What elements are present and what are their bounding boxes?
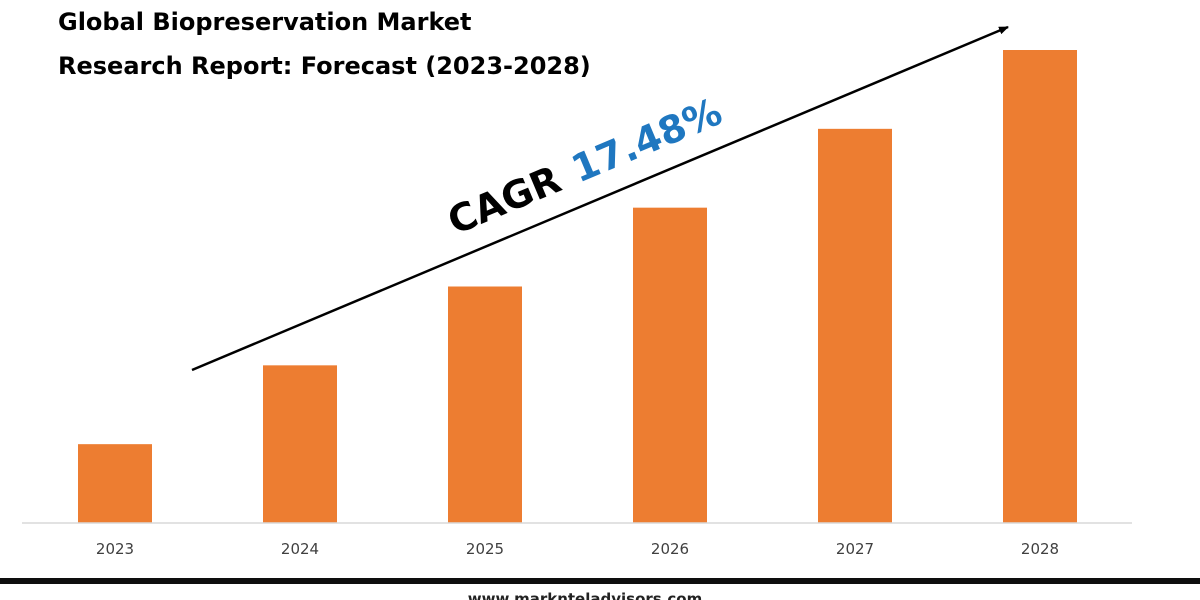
bar-2026 xyxy=(633,207,707,523)
x-tick-label-2027: 2027 xyxy=(836,540,874,558)
x-tick-label-2023: 2023 xyxy=(96,540,134,558)
footer-url[interactable]: www.marknteladvisors.com xyxy=(468,590,702,600)
chart-title-line-1: Global Biopreservation Market xyxy=(58,8,472,36)
bar-2027 xyxy=(818,128,892,524)
footer-band xyxy=(0,578,1200,584)
x-axis-tick-labels: 2023 2024 2025 2026 2027 2028 xyxy=(96,540,1059,558)
x-tick-label-2026: 2026 xyxy=(651,540,689,558)
cagr-value: 17.48% xyxy=(565,89,728,191)
bar-2024 xyxy=(263,365,337,523)
x-tick-label-2028: 2028 xyxy=(1021,540,1059,558)
bar-2028 xyxy=(1003,50,1077,523)
x-tick-label-2025: 2025 xyxy=(466,540,504,558)
cagr-label: CAGR xyxy=(441,157,567,243)
bar-series xyxy=(78,50,1077,524)
chart-title-line-2: Research Report: Forecast (2023-2028) xyxy=(58,52,591,80)
x-tick-label-2024: 2024 xyxy=(281,540,319,558)
bar-2023 xyxy=(78,444,152,523)
trend-arrow xyxy=(191,25,1009,372)
bar-2025 xyxy=(448,286,522,523)
